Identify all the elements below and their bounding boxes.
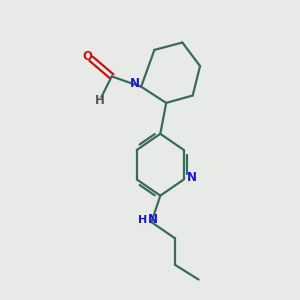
Text: N: N bbox=[187, 172, 197, 184]
Text: H: H bbox=[138, 215, 147, 225]
Text: O: O bbox=[82, 50, 93, 63]
Text: H: H bbox=[95, 94, 105, 107]
Text: N: N bbox=[130, 77, 140, 90]
Text: N: N bbox=[148, 213, 158, 226]
